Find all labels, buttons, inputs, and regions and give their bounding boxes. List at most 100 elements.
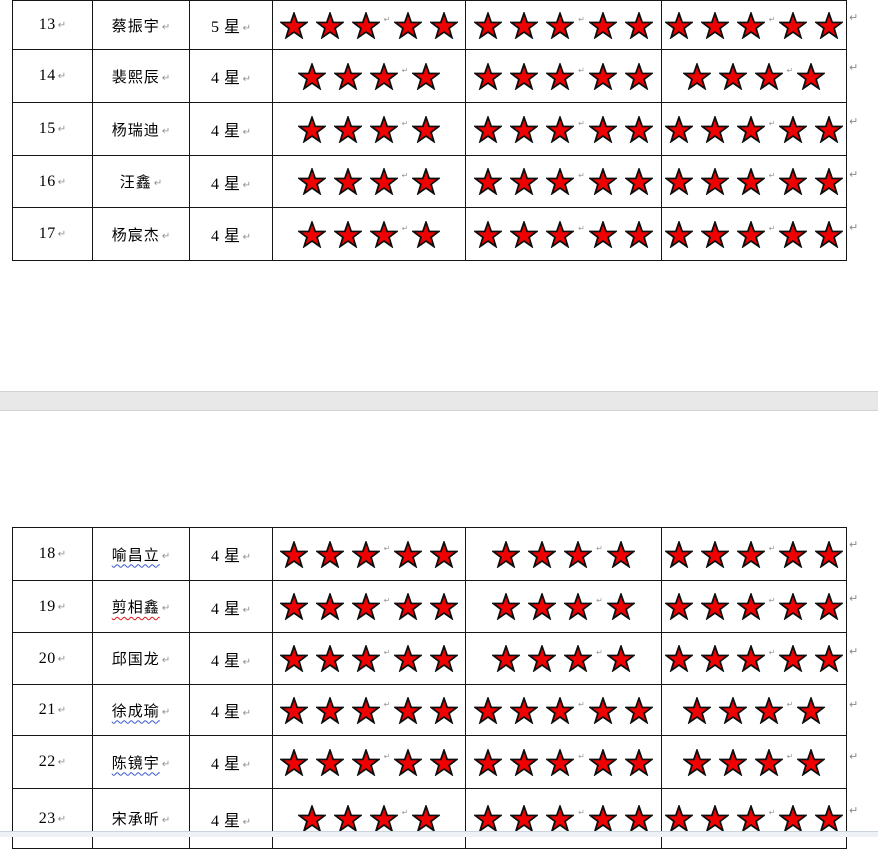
star-rating-cell-2[interactable]: ↵ <box>465 155 662 208</box>
cell-end-mark: ↵ <box>242 232 251 243</box>
star-rating-cell-2[interactable]: ↵ <box>465 684 662 736</box>
star-rating-cell-3[interactable]: ↵ <box>661 632 847 685</box>
red-star-icon <box>279 11 308 39</box>
star-rating-cell-1[interactable]: ↵ <box>272 735 466 789</box>
star-rating-cell-3[interactable]: ↵ <box>661 527 847 581</box>
star-level-cell[interactable]: 4 星 ↵ <box>189 735 273 789</box>
star-rating-cell-3[interactable]: ↵ <box>661 684 847 736</box>
star-rating-cell-1[interactable]: ↵ <box>272 580 466 633</box>
star-level-cell[interactable]: 5 星 ↵ <box>189 0 273 50</box>
red-star-icon <box>430 540 459 568</box>
row-number-cell[interactable]: 20 ↵ <box>12 632 93 685</box>
star-level-cell[interactable]: 4 星 ↵ <box>189 580 273 633</box>
cell-end-mark: ↵ <box>57 176 67 188</box>
student-name-cell[interactable]: 邱国龙 ↵ <box>92 632 190 685</box>
student-name-cell[interactable]: 剪相鑫 ↵ <box>92 580 190 633</box>
red-star-icon <box>474 748 503 776</box>
student-name-cell[interactable]: 陈镜宇 ↵ <box>92 735 190 789</box>
star-rating-cell-3[interactable]: ↵ <box>661 102 847 156</box>
red-star-icon <box>394 645 423 672</box>
red-star-icon <box>815 805 844 832</box>
star-level-cell[interactable]: 4 星 ↵ <box>189 788 273 849</box>
student-name-cell[interactable]: 杨瑞迪 ↵ <box>92 102 190 156</box>
star-rating-cell-1[interactable]: ↵ <box>272 788 466 849</box>
star-rating-cell-1[interactable]: ↵ <box>272 207 466 261</box>
star-rating-cell-2[interactable]: ↵ <box>465 49 662 103</box>
row-number-cell[interactable]: 13 ↵ <box>12 0 93 50</box>
star-rating-cell-3[interactable]: ↵ <box>661 788 847 849</box>
row-number-cell[interactable]: 23 ↵ <box>12 788 93 849</box>
red-star-icon <box>588 696 617 724</box>
red-star-icon <box>564 540 593 568</box>
row-number-cell[interactable]: 15 ↵ <box>12 102 93 156</box>
star-level-cell[interactable]: 4 星 ↵ <box>189 49 273 103</box>
student-name-cell[interactable]: 蔡振宇 ↵ <box>92 0 190 50</box>
red-star-icon <box>546 62 575 90</box>
cell-end-mark: ↵ <box>383 648 391 657</box>
red-star-icon <box>474 220 503 248</box>
star-rating-cell-3[interactable]: ↵ <box>661 0 847 50</box>
star-level-cell[interactable]: 4 星 ↵ <box>189 155 273 208</box>
star-rating-cell-1[interactable]: ↵ <box>272 632 466 685</box>
row-number-cell[interactable]: 19 ↵ <box>12 580 93 633</box>
red-star-icon <box>624 168 653 195</box>
red-star-icon <box>510 62 539 90</box>
row-number-cell[interactable]: 21 ↵ <box>12 684 93 736</box>
star-level-cell[interactable]: 4 星 ↵ <box>189 527 273 581</box>
star-rating-cell-3[interactable]: ↵ <box>661 49 847 103</box>
student-name: 陈镜宇 <box>111 755 160 772</box>
student-name-cell[interactable]: 徐成瑜 ↵ <box>92 684 190 736</box>
star-rating-cell-2[interactable]: ↵ <box>465 0 662 50</box>
row-number: 21 <box>38 701 56 718</box>
star-rating-cell-1[interactable]: ↵ <box>272 49 466 103</box>
red-star-icon <box>315 540 344 568</box>
star-rating-cell-1[interactable]: ↵ <box>272 684 466 736</box>
student-name-cell[interactable]: 杨宸杰 ↵ <box>92 207 190 261</box>
red-star-icon <box>754 62 783 90</box>
star-rating-cell-3[interactable]: ↵ <box>661 155 847 208</box>
red-star-icon <box>510 11 539 39</box>
star-level-cell[interactable]: 4 星 ↵ <box>189 684 273 736</box>
star-rating-cell-2[interactable]: ↵ <box>465 788 662 849</box>
row-number-cell[interactable]: 14 ↵ <box>12 49 93 103</box>
red-star-icon <box>394 540 423 568</box>
student-name-cell[interactable]: 裴熙辰 ↵ <box>92 49 190 103</box>
student-name-cell[interactable]: 喻昌立 ↵ <box>92 527 190 581</box>
cell-end-mark: ↵ <box>242 656 251 668</box>
star-rating-cell-2[interactable]: ↵ <box>465 527 662 581</box>
star-level: 4 星 <box>211 175 241 193</box>
star-rating-cell-2[interactable]: ↵ <box>465 102 662 156</box>
star-rating-cell-2[interactable]: ↵ <box>465 632 662 685</box>
row-number-cell[interactable]: 18 ↵ <box>12 527 93 581</box>
star-level-cell[interactable]: 4 星 ↵ <box>189 632 273 685</box>
red-star-icon <box>351 11 380 39</box>
star-rating-cell-1[interactable]: ↵ <box>272 0 466 50</box>
student-name-cell[interactable]: 宋承昕 ↵ <box>92 788 190 849</box>
red-star-icon <box>624 696 653 724</box>
star-rating-cell-3[interactable]: ↵ <box>661 580 847 633</box>
star-rating-cell-1[interactable]: ↵ <box>272 155 466 208</box>
row-number-cell[interactable]: 16 ↵ <box>12 155 93 208</box>
red-star-icon <box>394 593 423 620</box>
red-star-icon <box>797 696 826 724</box>
cell-end-mark: ↵ <box>383 751 391 761</box>
star-rating-cell-1[interactable]: ↵ <box>272 102 466 156</box>
row-number-cell[interactable]: 17 ↵ <box>12 207 93 261</box>
star-rating-cell-3[interactable]: ↵ <box>661 207 847 261</box>
star-level-cell[interactable]: 4 星 ↵ <box>189 102 273 156</box>
red-star-icon <box>315 593 344 620</box>
star-level: 4 星 <box>211 123 241 140</box>
star-rating-cell-3[interactable]: ↵ <box>661 735 847 789</box>
star-rating-cell-2[interactable]: ↵ <box>465 580 662 633</box>
star-rating-cell-2[interactable]: ↵ <box>465 735 662 789</box>
red-star-icon <box>624 220 653 248</box>
row-number-cell[interactable]: 22 ↵ <box>12 735 93 789</box>
red-star-icon <box>333 805 362 832</box>
cell-end-mark: ↵ <box>401 808 409 817</box>
red-star-icon <box>736 645 765 672</box>
star-level-cell[interactable]: 4 星 ↵ <box>189 207 273 261</box>
star-rating-cell-2[interactable]: ↵ <box>465 207 662 261</box>
cell-end-mark: ↵ <box>383 14 391 24</box>
student-name-cell[interactable]: 汪鑫 ↵ <box>92 155 190 208</box>
star-rating-cell-1[interactable]: ↵ <box>272 527 466 581</box>
